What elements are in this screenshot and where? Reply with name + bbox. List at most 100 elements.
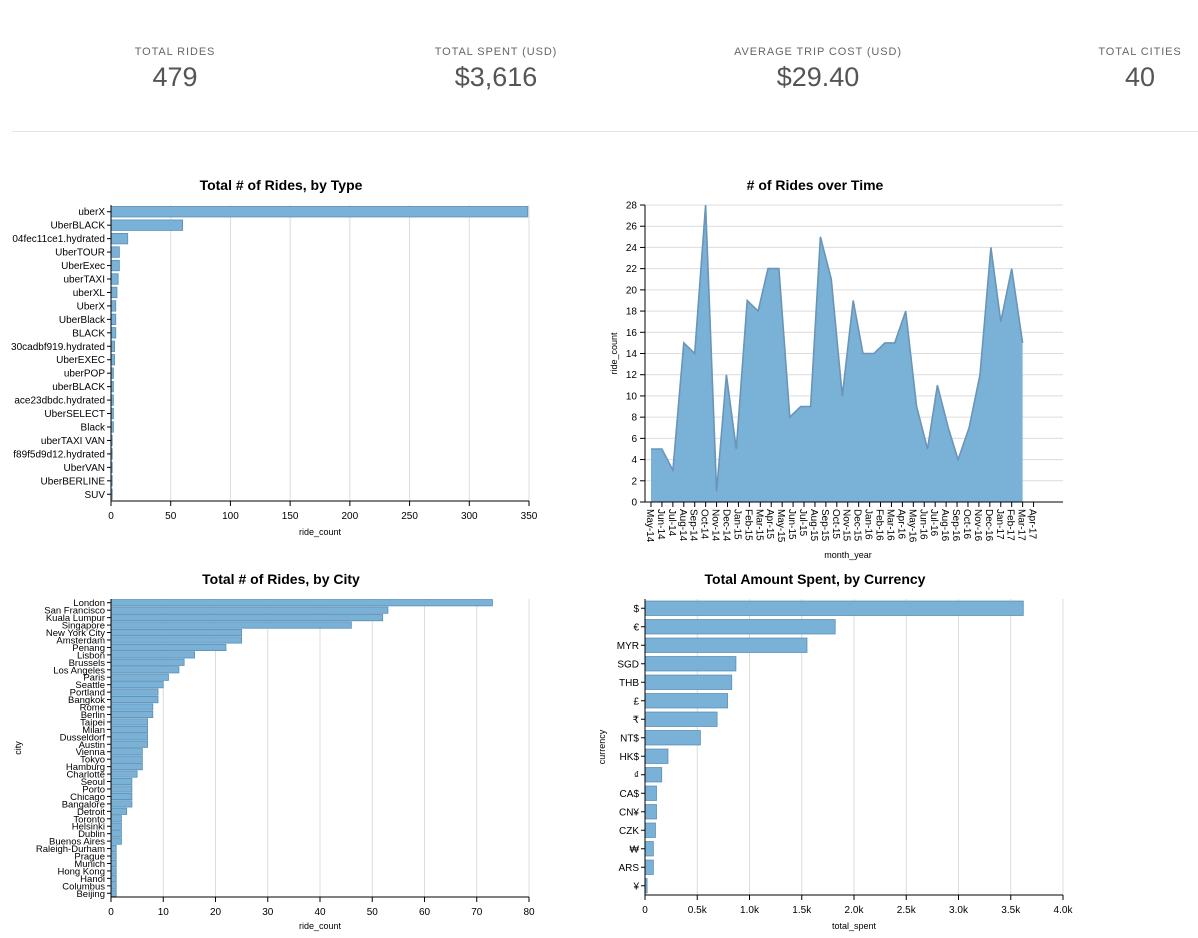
category-label: Munich — [74, 859, 105, 870]
x-tick-label: Jul-15 — [797, 509, 808, 537]
x-tick-label: Jun-16 — [917, 509, 928, 540]
kpi-total-cities: TOTAL CITIES 40 — [1020, 46, 1198, 93]
area-line — [651, 204, 1024, 492]
category-label: uberXL — [73, 288, 106, 299]
chart-title: # of Rides over Time — [747, 177, 884, 193]
category-label: UberExec — [61, 261, 105, 272]
category-label: HK$ — [620, 752, 640, 763]
category-label: Rome — [80, 703, 105, 714]
category-label: Porto — [82, 784, 105, 795]
bar — [644, 822, 656, 838]
x-tick-label: May-15 — [775, 509, 786, 543]
kpi-label: TOTAL CITIES — [1098, 46, 1182, 58]
x-tick-label: Oct-15 — [830, 509, 841, 539]
y-tick-label: 20 — [626, 285, 638, 296]
x-tick-label: Jan-17 — [994, 509, 1005, 540]
category-label: uberTAXI — [64, 275, 106, 286]
category-label: ¥ — [632, 881, 639, 892]
bar — [644, 600, 1024, 616]
bar — [644, 804, 657, 820]
x-axis-label: total_spent — [832, 921, 877, 931]
category-label: 30cadbf919.hydrated — [11, 342, 105, 353]
x-tick-label: 70 — [471, 907, 483, 918]
category-label: UberBlack — [59, 315, 106, 326]
category-label: Berlin — [81, 710, 105, 721]
kpi-value: $3,616 — [454, 62, 538, 92]
category-label: Beijing — [76, 889, 105, 900]
x-tick-label: May-14 — [644, 509, 655, 543]
x-tick-label: Aug-14 — [677, 509, 688, 542]
category-label: Detroit — [77, 807, 105, 818]
kpi-total-spent: TOTAL SPENT (USD) $3,616 — [376, 46, 616, 93]
bar — [644, 841, 654, 857]
x-tick-label: Oct-16 — [961, 509, 972, 539]
category-label: Los Angeles — [53, 665, 105, 676]
x-tick-label: 3.5k — [1001, 905, 1021, 916]
x-tick-label: Feb-17 — [1005, 509, 1016, 541]
category-label: Penang — [72, 643, 105, 654]
x-tick-label: 60 — [419, 907, 431, 918]
category-label: Amsterdam — [56, 635, 105, 646]
category-label: Bangkok — [68, 695, 105, 706]
y-axis-label: currency — [597, 729, 607, 764]
category-label: Chicago — [70, 792, 105, 803]
kpi-value: $29.40 — [776, 62, 860, 92]
category-label: Lisbon — [77, 650, 105, 661]
kpi-value: 479 — [152, 62, 198, 92]
y-tick-label: 4 — [631, 455, 637, 466]
x-tick-label: 20 — [210, 907, 222, 918]
x-tick-label: 50 — [367, 907, 379, 918]
x-tick-label: Nov-15 — [841, 509, 852, 542]
category-label: UberX — [77, 301, 106, 312]
category-label: Brussels — [69, 658, 106, 669]
x-tick-label: 350 — [521, 511, 538, 522]
chart-title: Total # of Rides, by City — [202, 571, 360, 587]
x-tick-label: Feb-15 — [742, 509, 753, 541]
category-label: uberBLACK — [52, 382, 105, 393]
bar — [644, 674, 733, 690]
category-label: UberVAN — [64, 463, 106, 474]
x-tick-label: Jan-15 — [731, 509, 742, 540]
x-tick-label: 150 — [282, 511, 299, 522]
category-label: Dusseldorf — [60, 732, 106, 743]
category-label: NT$ — [620, 733, 639, 744]
y-axis-label: ride_count — [609, 332, 619, 375]
category-label: ₹ — [633, 715, 639, 726]
bar — [644, 693, 728, 709]
x-axis-label: month_year — [824, 550, 872, 560]
x-tick-label: 300 — [461, 511, 478, 522]
x-tick-label: 1.0k — [740, 905, 760, 916]
category-label: Buenos Aires — [49, 837, 105, 848]
x-tick-label: Sep-16 — [950, 509, 961, 542]
x-tick-label: Mar-15 — [753, 509, 764, 541]
x-tick-label: 4.0k — [1054, 905, 1074, 916]
x-tick-label: 10 — [158, 907, 170, 918]
category-label: f89f5d9d12.hydrated — [13, 449, 105, 460]
y-tick-label: 2 — [631, 476, 637, 487]
x-tick-label: Feb-16 — [874, 509, 885, 541]
area-fill — [651, 205, 1023, 502]
x-tick-label: Mar-16 — [884, 509, 895, 541]
category-label: San Francisco — [44, 606, 105, 617]
category-label: UberSELECT — [44, 409, 105, 420]
category-label: Austin — [79, 740, 105, 751]
x-tick-label: Apr-16 — [895, 509, 906, 539]
kpi-label: TOTAL SPENT (USD) — [434, 46, 558, 58]
y-axis-label: city — [13, 741, 23, 755]
bar — [644, 767, 663, 783]
chart-title: Total Amount Spent, by Currency — [705, 571, 926, 587]
y-tick-label: 24 — [626, 243, 638, 254]
category-label: Milan — [82, 725, 105, 736]
bar — [644, 637, 808, 653]
bar — [644, 711, 718, 727]
x-tick-label: 2.5k — [897, 905, 917, 916]
category-label: Prague — [74, 852, 105, 863]
bar — [644, 785, 657, 801]
x-tick-label: Sep-14 — [688, 509, 699, 542]
category-label: CN¥ — [619, 807, 639, 818]
category-label: Paris — [83, 673, 105, 684]
x-tick-label: 0.5k — [688, 905, 708, 916]
